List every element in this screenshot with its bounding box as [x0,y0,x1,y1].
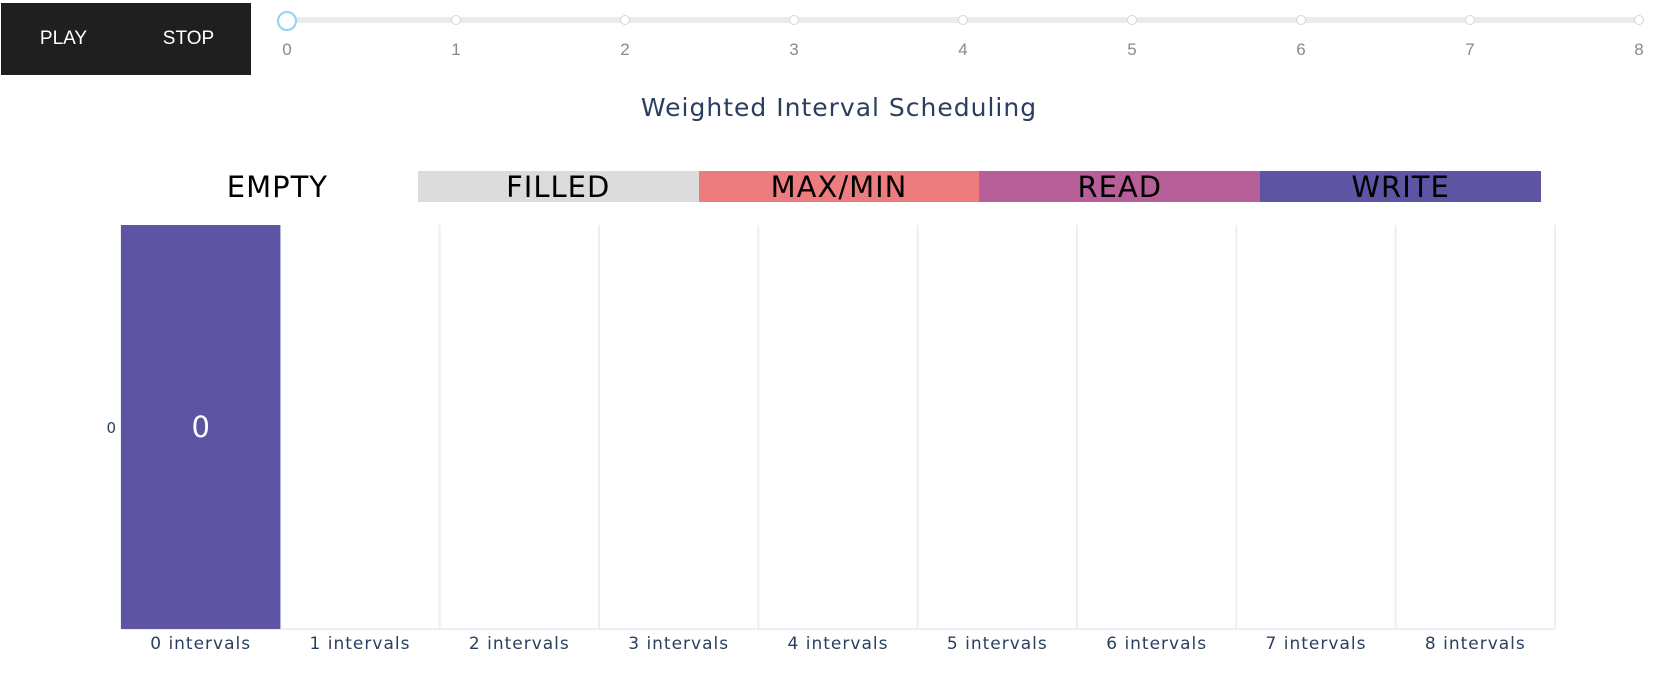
x-tick-label: 1 intervals [310,634,411,654]
slider-tick[interactable] [1127,15,1137,25]
slider-tick[interactable] [620,15,630,25]
legend-item-read: READ [979,170,1261,204]
x-tick-label: 2 intervals [469,634,570,654]
heatmap-cell [121,225,281,629]
playback-controls: PLAY STOP [1,3,251,75]
slider-step-label: 4 [958,40,968,59]
x-tick-label: 4 intervals [788,634,889,654]
slider-step-label: 7 [1465,40,1475,59]
stop-button[interactable]: STOP [162,28,215,49]
chart-title: Weighted Interval Scheduling [640,93,1038,122]
slider-step-label: 2 [620,40,630,59]
y-tick-label: 0 [106,419,116,437]
slider-step-label: 0 [282,40,292,59]
legend-item-empty: EMPTY [137,170,418,204]
x-tick-label: 5 intervals [947,634,1048,654]
slider-step-label: 5 [1127,40,1137,59]
x-tick-label: 3 intervals [628,634,729,654]
legend-item-max-min: MAX/MIN [698,170,980,204]
slider-tick[interactable] [789,15,799,25]
slider-step-label: 3 [789,40,799,59]
slider-tick[interactable] [451,15,461,25]
x-tick-label: 7 intervals [1266,634,1367,654]
slider-handle[interactable] [277,11,297,31]
step-slider[interactable]: 0 1 2 3 4 5 6 7 8 [277,11,1644,75]
slider-step-label: 8 [1634,40,1644,59]
x-tick-label: 8 intervals [1425,634,1526,654]
slider-tick[interactable] [1634,15,1644,25]
x-tick-label: 0 intervals [150,634,251,654]
slider-tick[interactable] [1296,15,1306,25]
legend-item-filled: FILLED [417,170,699,204]
slider-tick[interactable] [958,15,968,25]
slider-tick[interactable] [1465,15,1475,25]
cell-value-label: 0 [191,410,209,444]
slider-step-label: 1 [451,40,461,59]
play-button[interactable]: PLAY [39,28,88,49]
slider-step-label: 6 [1296,40,1306,59]
legend-item-write: WRITE [1260,170,1541,204]
x-tick-label: 6 intervals [1106,634,1207,654]
